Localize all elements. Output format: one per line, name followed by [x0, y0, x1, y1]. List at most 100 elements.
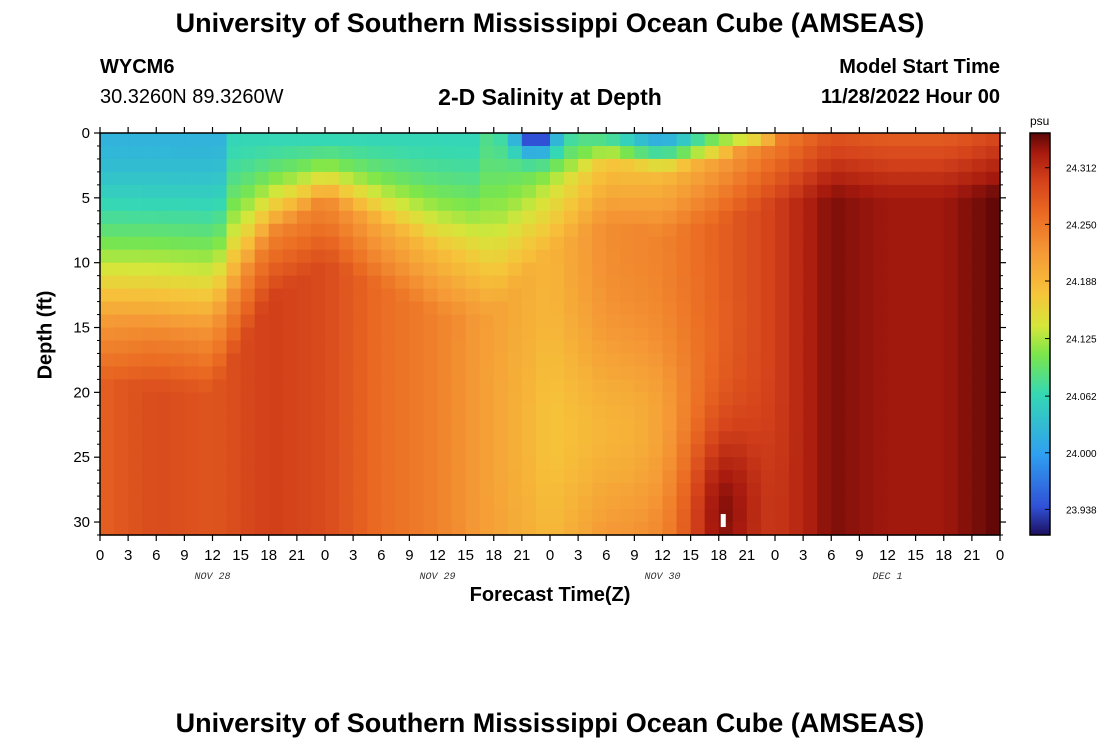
heatmap-cell — [845, 327, 860, 342]
heatmap-cell — [437, 249, 453, 264]
heatmap-cell — [803, 405, 818, 419]
heatmap-cell — [831, 379, 846, 393]
heatmap-cell — [114, 418, 129, 432]
heatmap-cell — [521, 275, 537, 290]
heatmap-cell — [606, 522, 621, 536]
heatmap-cell — [212, 457, 228, 471]
heatmap-cell — [929, 522, 945, 536]
heatmap-cell — [479, 509, 495, 523]
heatmap-cell — [873, 522, 889, 536]
heatmap-cell — [395, 418, 410, 432]
heatmap-cell — [535, 431, 551, 445]
heatmap-cell — [775, 431, 790, 445]
heatmap-cell — [817, 470, 832, 484]
heatmap-cell — [690, 483, 706, 497]
heatmap-cell — [957, 483, 973, 497]
heatmap-cell — [325, 197, 340, 212]
heatmap-cell — [296, 483, 312, 497]
heatmap-cell — [212, 509, 228, 523]
heatmap-cell — [367, 314, 382, 329]
heatmap-cell — [634, 444, 650, 458]
heatmap-cell — [128, 392, 143, 406]
heatmap-cell — [423, 145, 439, 160]
heatmap-cell — [114, 327, 129, 342]
heatmap-cell — [170, 301, 185, 316]
heatmap-cell — [325, 301, 340, 316]
heatmap-cell — [718, 431, 734, 445]
heatmap-cell — [887, 444, 903, 458]
heatmap-cell — [409, 483, 425, 497]
heatmap-cell — [901, 210, 917, 225]
heatmap-cell — [282, 197, 298, 212]
heatmap-cell — [170, 314, 185, 329]
heatmap-cell — [662, 392, 678, 406]
heatmap-cell — [156, 470, 171, 484]
heatmap-cell — [381, 327, 396, 342]
heatmap-cell — [845, 405, 860, 419]
heatmap-cell — [789, 405, 804, 419]
heatmap-cell — [367, 418, 382, 432]
heatmap-cell — [704, 249, 720, 264]
heatmap-cell — [943, 314, 959, 329]
heatmap-cell — [760, 366, 776, 380]
heatmap-cell — [704, 223, 720, 238]
heatmap-cell — [437, 210, 453, 225]
heatmap-cell — [296, 158, 312, 173]
heatmap-cell — [296, 431, 312, 445]
heatmap-cell — [915, 197, 931, 212]
heatmap-cell — [662, 210, 678, 225]
heatmap-cell — [353, 262, 368, 277]
heatmap-cell — [507, 509, 523, 523]
heatmap-cell — [282, 353, 298, 368]
heatmap-cell — [957, 249, 973, 264]
heatmap-cell — [310, 392, 326, 406]
heatmap-cell — [339, 483, 354, 497]
heatmap-cell — [592, 444, 607, 458]
heatmap-cell — [957, 327, 973, 342]
heatmap-cell — [156, 431, 171, 445]
heatmap-cell — [690, 405, 706, 419]
heatmap-cell — [971, 327, 987, 342]
heatmap-cell — [184, 418, 200, 432]
heatmap-cell — [240, 314, 256, 329]
heatmap-cell — [887, 145, 903, 160]
heatmap-cell — [381, 133, 396, 147]
heatmap-cell — [353, 392, 368, 406]
heatmap-cell — [760, 249, 776, 264]
heatmap-cell — [423, 431, 439, 445]
heatmap-cell — [718, 314, 734, 329]
heatmap-cell — [985, 327, 1001, 342]
heatmap-cell — [409, 392, 425, 406]
heatmap-cell — [564, 275, 579, 290]
heatmap-cell — [760, 223, 776, 238]
heatmap-cell — [985, 353, 1001, 368]
heatmap-cell — [901, 392, 917, 406]
heatmap-cell — [423, 275, 439, 290]
heatmap-cell — [620, 379, 635, 393]
heatmap-cell — [367, 522, 382, 536]
heatmap-cell — [718, 496, 734, 510]
heatmap-cell — [184, 379, 200, 393]
heatmap-cell — [887, 236, 903, 251]
heatmap-cell — [128, 522, 143, 536]
heatmap-cell — [789, 509, 804, 523]
heatmap-cell — [732, 223, 748, 238]
heatmap-cell — [465, 366, 481, 380]
heatmap-cell — [648, 145, 664, 160]
heatmap-cell — [493, 314, 509, 329]
heatmap-cell — [128, 327, 143, 342]
heatmap-cell — [226, 171, 242, 186]
heatmap-cell — [690, 509, 706, 523]
heatmap-cells — [100, 133, 1001, 536]
heatmap-cell — [648, 496, 664, 510]
heatmap-cell — [985, 288, 1001, 303]
heatmap-cell — [943, 444, 959, 458]
heatmap-cell — [465, 158, 481, 173]
heatmap-cell — [578, 288, 593, 303]
heatmap-cell — [142, 223, 157, 238]
heatmap-cell — [592, 366, 607, 380]
x-tick-label: 21 — [739, 547, 756, 564]
y-tick-label: 0 — [82, 125, 90, 142]
heatmap-cell — [690, 392, 706, 406]
heatmap-cell — [732, 457, 748, 471]
